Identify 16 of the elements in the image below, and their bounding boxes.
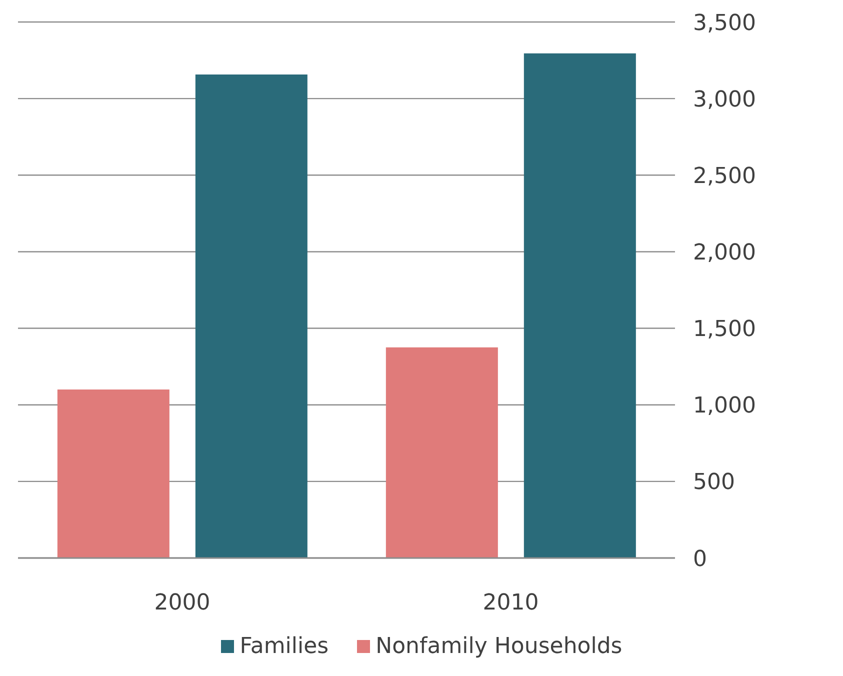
bar [57,390,170,558]
y-tick-label: 3,000 [693,87,756,112]
y-tick-label: 0 [693,546,707,572]
y-tick-label: 2,500 [693,164,756,189]
x-tick-label: 2000 [154,590,210,616]
y-tick-label: 2,000 [693,240,756,266]
legend-label: Families [240,634,329,659]
y-tick-label: 500 [693,470,735,496]
bar [195,74,308,558]
bar [524,53,636,558]
legend-label: Nonfamily Households [376,634,622,659]
y-tick-label: 3,500 [693,10,756,36]
y-tick-label: 1,500 [693,317,756,342]
x-tick-label: 2010 [482,590,539,616]
y-tick-label: 1,000 [693,394,756,419]
bar [386,347,498,558]
